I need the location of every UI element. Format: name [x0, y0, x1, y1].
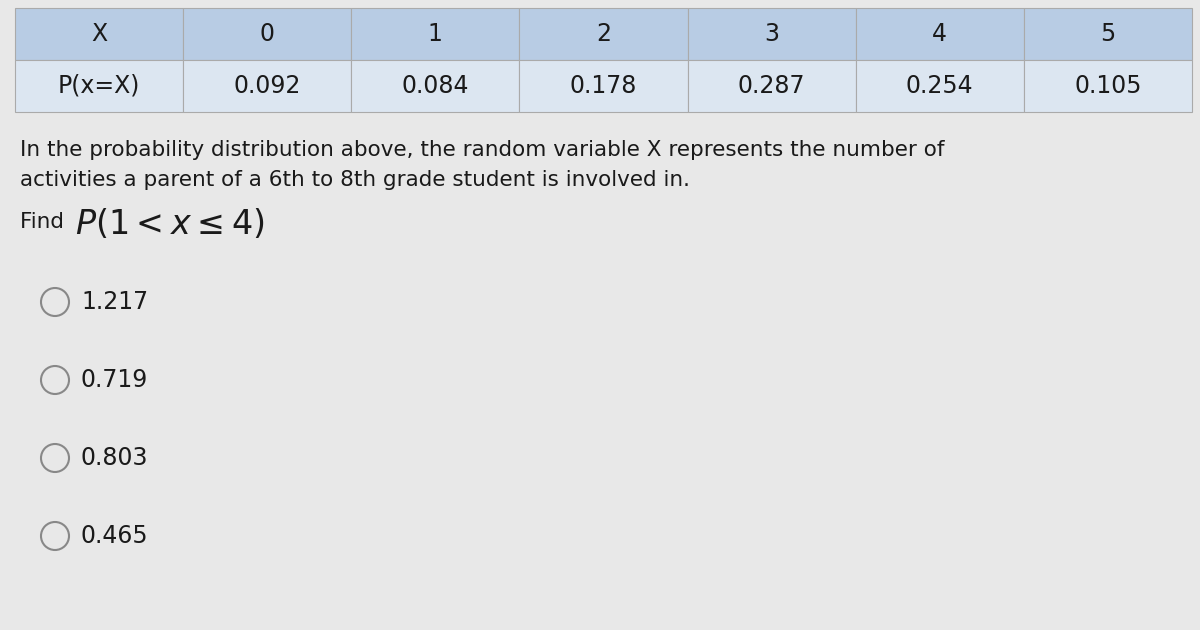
Text: 2: 2: [596, 22, 611, 46]
Text: 0.254: 0.254: [906, 74, 973, 98]
Text: 0.178: 0.178: [570, 74, 637, 98]
FancyBboxPatch shape: [184, 8, 352, 60]
FancyBboxPatch shape: [14, 60, 184, 112]
Text: 0.465: 0.465: [82, 524, 149, 548]
FancyBboxPatch shape: [352, 60, 520, 112]
Text: 1.217: 1.217: [82, 290, 148, 314]
FancyBboxPatch shape: [856, 8, 1024, 60]
Text: 0.092: 0.092: [234, 74, 301, 98]
FancyBboxPatch shape: [1024, 60, 1192, 112]
Text: 0.719: 0.719: [82, 368, 149, 392]
Text: 0.803: 0.803: [82, 446, 149, 470]
Text: P(x=X): P(x=X): [58, 74, 140, 98]
Text: 0: 0: [259, 22, 275, 46]
Text: 5: 5: [1100, 22, 1116, 46]
Text: X: X: [91, 22, 107, 46]
Text: 0.105: 0.105: [1074, 74, 1141, 98]
FancyBboxPatch shape: [184, 60, 352, 112]
FancyBboxPatch shape: [688, 60, 856, 112]
Text: Find: Find: [20, 212, 71, 232]
Text: 1: 1: [428, 22, 443, 46]
FancyBboxPatch shape: [352, 8, 520, 60]
Text: $P(1 < x \leq 4)$: $P(1 < x \leq 4)$: [74, 207, 264, 241]
Text: 4: 4: [932, 22, 947, 46]
Text: activities a parent of a 6th to 8th grade student is involved in.: activities a parent of a 6th to 8th grad…: [20, 170, 690, 190]
FancyBboxPatch shape: [1024, 8, 1192, 60]
Text: 0.287: 0.287: [738, 74, 805, 98]
FancyBboxPatch shape: [856, 60, 1024, 112]
FancyBboxPatch shape: [688, 8, 856, 60]
Text: 3: 3: [764, 22, 779, 46]
Text: In the probability distribution above, the random variable X represents the numb: In the probability distribution above, t…: [20, 140, 944, 160]
FancyBboxPatch shape: [520, 8, 688, 60]
FancyBboxPatch shape: [520, 60, 688, 112]
FancyBboxPatch shape: [14, 8, 184, 60]
Text: 0.084: 0.084: [402, 74, 469, 98]
